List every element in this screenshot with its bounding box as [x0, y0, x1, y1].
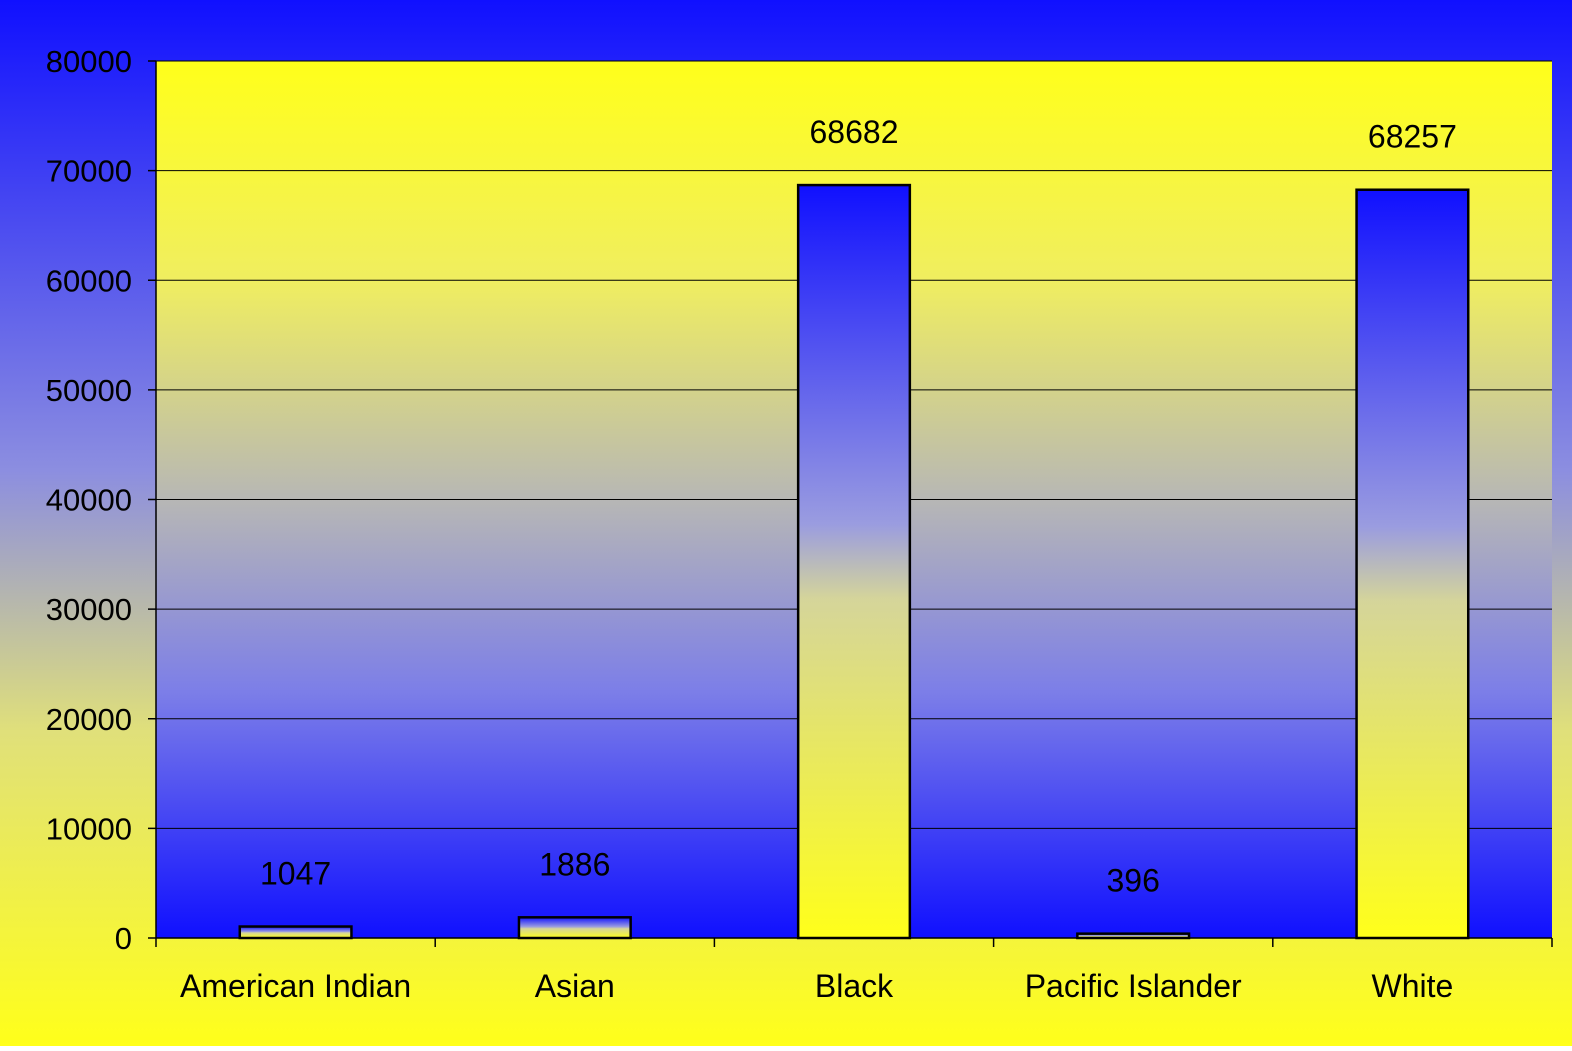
y-tick-label: 20000 — [46, 702, 132, 737]
y-tick-label: 40000 — [46, 483, 132, 518]
data-label: 68257 — [1368, 119, 1457, 155]
labels: 1047 1886 68682 396 68257 0 10000 20000 30000 400… — [46, 44, 1457, 1004]
bar — [1355, 188, 1470, 940]
y-tick-label: 50000 — [46, 373, 132, 408]
bar — [238, 925, 353, 940]
y-tick-label: 30000 — [46, 592, 132, 627]
data-label: 68682 — [810, 114, 899, 150]
data-label: 1886 — [539, 846, 610, 882]
x-tick-label: Black — [815, 968, 894, 1004]
y-tick-label: 10000 — [46, 811, 132, 846]
y-tick-label: 70000 — [46, 154, 132, 189]
data-label: 396 — [1107, 863, 1160, 899]
x-tick-label: Asian — [535, 968, 615, 1004]
x-tick-label: White — [1372, 968, 1454, 1004]
x-tick-label: American Indian — [180, 968, 411, 1004]
bar — [517, 916, 632, 940]
y-tick-label: 0 — [115, 921, 132, 956]
y-tick-label: 60000 — [46, 263, 132, 298]
data-label: 1047 — [260, 856, 331, 892]
axes — [148, 60, 1553, 947]
x-tick-label: Pacific Islander — [1025, 968, 1242, 1004]
y-tick-label: 80000 — [46, 44, 132, 79]
bar — [796, 183, 912, 940]
